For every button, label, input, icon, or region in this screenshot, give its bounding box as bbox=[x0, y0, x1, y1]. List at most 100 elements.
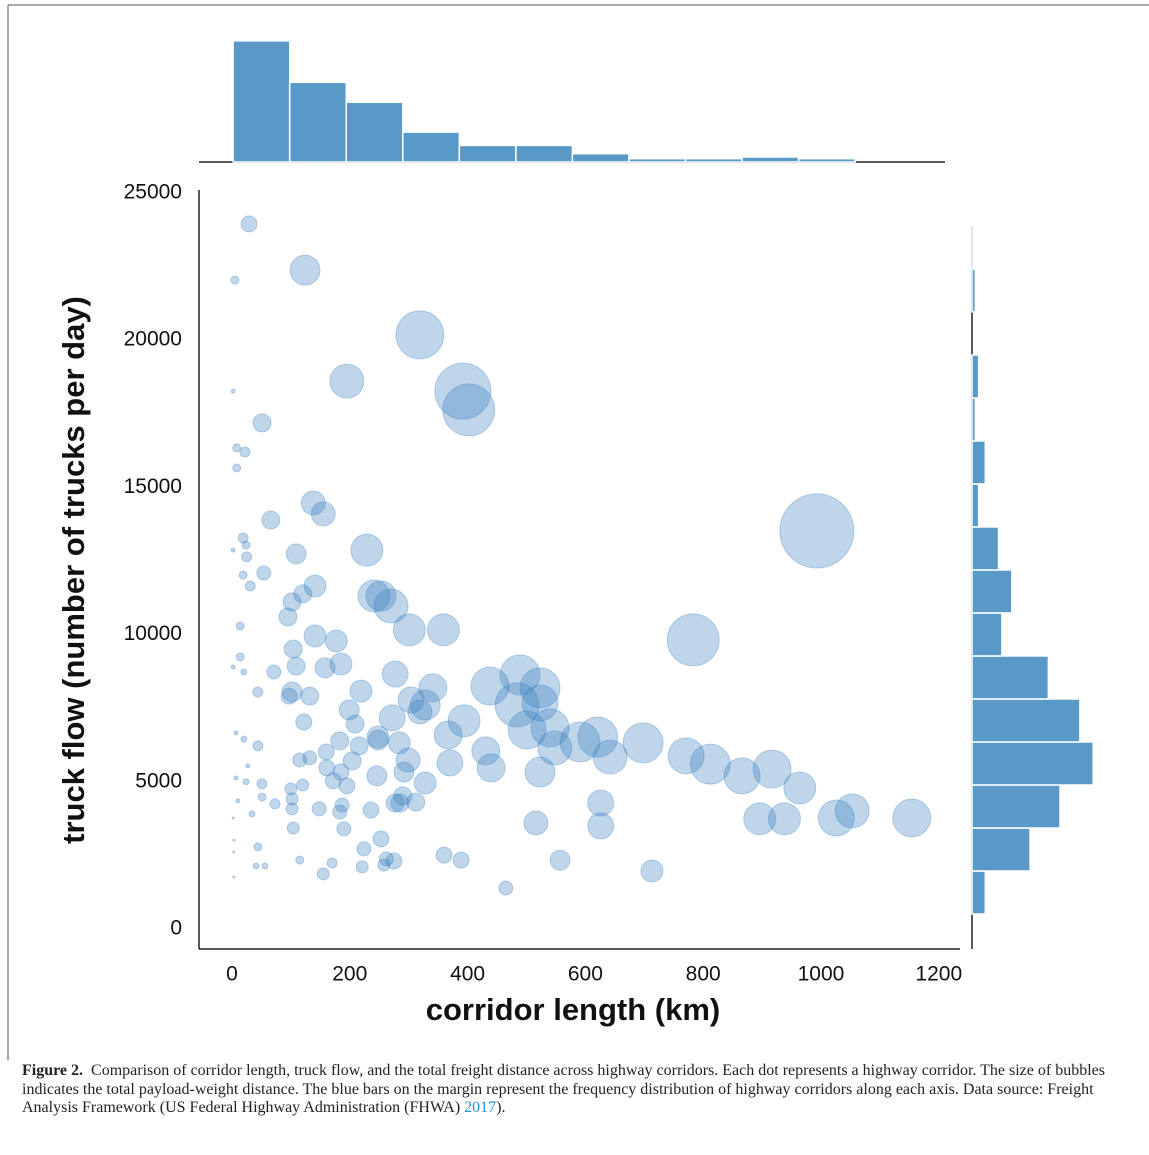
bubble bbox=[289, 254, 321, 286]
bubble bbox=[362, 801, 380, 819]
y-tick-label: 5000 bbox=[135, 769, 182, 792]
bubble bbox=[261, 862, 269, 870]
x-axis-label: corridor length (km) bbox=[426, 992, 721, 1027]
bubble bbox=[252, 686, 264, 698]
hist-bar bbox=[684, 157, 743, 163]
bubble bbox=[407, 699, 433, 725]
bubble bbox=[470, 666, 510, 706]
bubble bbox=[284, 782, 298, 796]
bubble bbox=[334, 797, 350, 813]
bubble bbox=[303, 574, 327, 598]
bubble bbox=[241, 540, 251, 550]
hist-bar bbox=[232, 40, 291, 163]
bubble bbox=[242, 778, 250, 786]
y-tick-label: 0 bbox=[170, 917, 182, 940]
bubble bbox=[245, 763, 251, 769]
bubble bbox=[332, 763, 350, 781]
bubble bbox=[295, 713, 313, 731]
bubble bbox=[280, 687, 298, 705]
y-tick-label: 25000 bbox=[124, 180, 182, 203]
bubble bbox=[356, 841, 372, 857]
bubble bbox=[311, 801, 327, 817]
bubble bbox=[256, 778, 268, 790]
bubble bbox=[409, 689, 441, 721]
bubble bbox=[689, 743, 731, 785]
bubble bbox=[329, 652, 353, 676]
bubble bbox=[303, 624, 327, 648]
hist-bar bbox=[971, 827, 1031, 872]
bubble bbox=[281, 681, 303, 703]
bubble bbox=[378, 704, 406, 732]
bubble bbox=[230, 388, 236, 394]
bubble bbox=[237, 532, 249, 544]
bubble bbox=[286, 656, 306, 676]
bubble bbox=[498, 880, 514, 896]
bubble bbox=[622, 722, 664, 764]
bubble bbox=[752, 749, 792, 789]
bubble bbox=[233, 730, 239, 736]
bubble bbox=[393, 761, 415, 783]
x-tick-label: 200 bbox=[332, 963, 367, 986]
bubble bbox=[302, 750, 318, 766]
hist-bar bbox=[971, 526, 1000, 571]
hist-bar bbox=[971, 354, 980, 399]
bubble bbox=[283, 639, 303, 659]
bubble bbox=[266, 664, 282, 680]
bubble bbox=[240, 668, 248, 676]
bubble bbox=[231, 816, 235, 820]
bubble bbox=[336, 821, 352, 837]
bubble bbox=[296, 778, 310, 792]
hist-bar bbox=[971, 397, 977, 442]
bubble bbox=[507, 710, 547, 750]
bubble bbox=[355, 860, 369, 874]
bubble bbox=[834, 793, 870, 829]
bubble bbox=[559, 721, 601, 763]
bubble bbox=[232, 463, 242, 473]
bubble bbox=[241, 551, 253, 563]
bubble bbox=[666, 613, 720, 667]
bubble bbox=[338, 777, 356, 795]
bubble bbox=[269, 798, 281, 810]
bubble bbox=[300, 490, 326, 516]
bubble bbox=[373, 588, 409, 624]
bubble bbox=[447, 704, 481, 738]
bubble bbox=[892, 798, 932, 838]
bubble bbox=[406, 792, 426, 812]
bubble bbox=[385, 793, 405, 813]
bubble bbox=[418, 673, 448, 703]
bubble bbox=[238, 570, 248, 580]
caption-year[interactable]: 2017 bbox=[464, 1099, 497, 1116]
bubble bbox=[537, 730, 573, 766]
bubble bbox=[253, 842, 263, 852]
bubble bbox=[530, 708, 570, 748]
bubble bbox=[494, 682, 540, 728]
bubble bbox=[442, 383, 496, 437]
bubble bbox=[285, 543, 307, 565]
bubble bbox=[667, 737, 705, 775]
hist-bar bbox=[515, 144, 574, 163]
bubble bbox=[293, 584, 313, 604]
bubble bbox=[256, 565, 272, 581]
bubble bbox=[235, 621, 245, 631]
bubble bbox=[395, 747, 421, 773]
bubble bbox=[349, 679, 373, 703]
bubble bbox=[244, 580, 256, 592]
bubble bbox=[342, 751, 362, 771]
hist-bar bbox=[458, 144, 517, 163]
bubble bbox=[436, 749, 464, 777]
bubble bbox=[592, 739, 628, 775]
bubble bbox=[452, 851, 470, 869]
bubble bbox=[316, 867, 330, 881]
bubble bbox=[349, 736, 369, 756]
bubble bbox=[471, 736, 501, 766]
x-tick-label: 1200 bbox=[915, 963, 962, 986]
hist-bar bbox=[971, 698, 1081, 743]
bubble bbox=[329, 363, 365, 399]
y-axis-label: truck flow (number of trucks per day) bbox=[56, 296, 91, 844]
hist-bar bbox=[971, 225, 975, 270]
y-tick-label: 15000 bbox=[124, 475, 182, 498]
bubble bbox=[397, 686, 425, 714]
bubble bbox=[385, 852, 403, 870]
bubble bbox=[240, 735, 248, 743]
bubble bbox=[338, 699, 360, 721]
